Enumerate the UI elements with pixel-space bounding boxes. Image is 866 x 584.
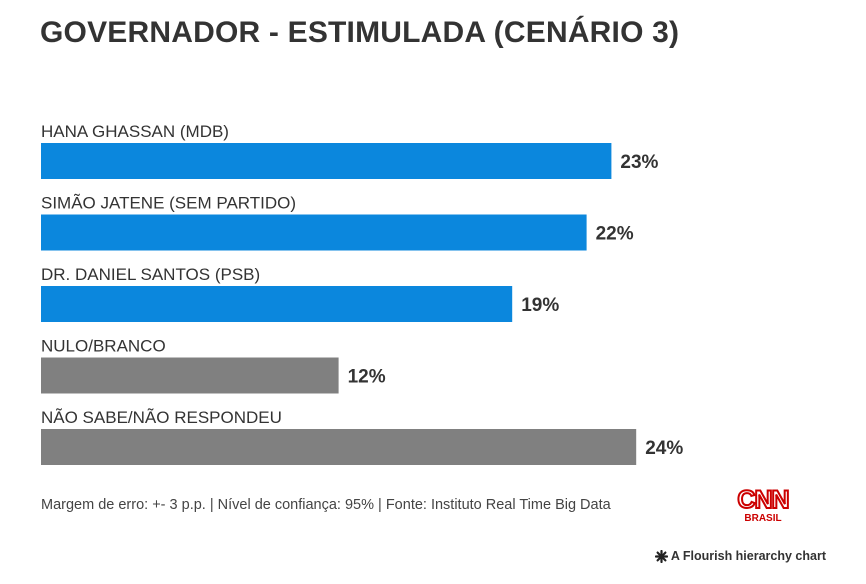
value-label: 22% — [596, 224, 634, 245]
bar-label: SIMÃO JATENE (SEM PARTIDO) — [41, 194, 296, 213]
flourish-asterisk-icon — [654, 549, 668, 563]
bar[interactable] — [41, 429, 637, 465]
logo-sub: BRASIL — [744, 513, 781, 524]
bar[interactable] — [41, 286, 513, 322]
bar[interactable] — [41, 357, 339, 394]
logo-brand: CNN — [737, 486, 788, 514]
value-label: 23% — [620, 152, 658, 173]
value-label: 24% — [645, 438, 683, 459]
bar-label: DR. DANIEL SANTOS (PSB) — [41, 265, 260, 284]
bar[interactable] — [41, 214, 587, 251]
bar-label: HANA GHASSAN (MDB) — [41, 122, 229, 141]
flourish-attribution[interactable]: A Flourish hierarchy chart — [654, 549, 826, 563]
value-label: 19% — [521, 295, 559, 316]
chart-title: GOVERNADOR - ESTIMULADA (CENÁRIO 3) — [40, 16, 680, 49]
chart-footnote: Margem de erro: +- 3 p.p. | Nível de con… — [41, 497, 611, 513]
bar-label: NÃO SABE/NÃO RESPONDEU — [41, 408, 282, 427]
bar-label: NULO/BRANCO — [41, 337, 166, 356]
bar-chart: HANA GHASSAN (MDB) 23% SIMÃO JATENE (SEM P… — [41, 122, 683, 465]
cnn-brasil-logo[interactable]: CNN BRASIL — [734, 483, 792, 525]
value-label: 12% — [348, 367, 386, 388]
flourish-attribution-text: A Flourish hierarchy chart — [670, 549, 826, 563]
bar[interactable] — [41, 143, 612, 179]
